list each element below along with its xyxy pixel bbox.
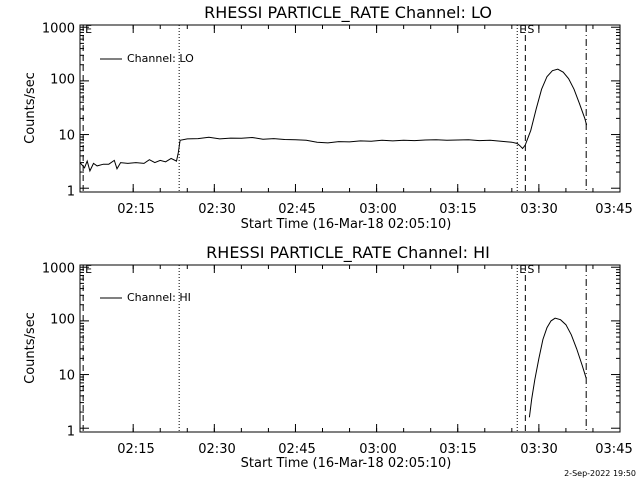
x-tick-label: 03:45 [595,442,632,457]
y-tick-label: 100 [50,73,75,88]
x-tick-label: 02:45 [278,202,315,217]
legend-label-lo: Channel: LO [127,52,194,65]
x-tick-label: 02:30 [198,442,235,457]
series-line [79,68,588,173]
y-tick-labels-hi: 1 10 100 1000 [42,262,75,440]
y-tick-label: 1 [67,425,75,440]
x-tick-label: 02:15 [117,442,154,457]
event-marker-label: S [527,23,534,36]
y-tick-label: 100 [50,313,75,328]
event-marker-label: E [519,23,526,36]
x-tick-label: 03:30 [520,442,557,457]
footer-date: 2-Sep-2022 19:50 [564,469,636,478]
x-tick-label: 03:00 [359,202,396,217]
x-tick-label: 03:15 [439,442,476,457]
event-marker-label: E [519,263,526,276]
series-line [528,317,587,418]
x-tick-label: 03:30 [520,202,557,217]
x-tick-label: 02:45 [278,442,315,457]
y-axis-label-lo: Counts/sec [23,72,38,144]
x-tick-label: 03:45 [595,202,632,217]
y-tick-label: 1 [67,185,75,200]
series-lo [79,68,588,173]
x-axis-label-lo: Start Time (16-Mar-18 02:05:10) [241,217,452,232]
x-tick-labels-lo: 02:15 02:30 02:45 03:00 03:15 03:30 03:4… [117,202,632,217]
chart-title-hi: RHESSI PARTICLE_RATE Channel: HI [206,243,490,263]
x-tick-label: 02:15 [117,202,154,217]
axis-ticks-hi [80,265,621,432]
plot-frame-lo [79,24,621,193]
x-tick-label: 03:00 [359,442,396,457]
y-tick-label: 1000 [42,22,75,37]
y-tick-labels-lo: 1 10 100 1000 [42,22,75,200]
y-tick-label: 10 [58,369,75,384]
chart-title-lo: RHESSI PARTICLE_RATE Channel: LO [204,3,492,23]
y-axis-label-hi: Counts/sec [23,312,38,384]
event-marker-label: E [85,23,92,36]
legend-label-hi: Channel: HI [127,291,191,304]
y-tick-label: 10 [58,129,75,144]
x-tick-label: 02:30 [198,202,235,217]
x-tick-labels-hi: 02:15 02:30 02:45 03:00 03:15 03:30 03:4… [117,442,632,457]
legend-lo: Channel: LO [100,52,194,65]
axis-ticks-lo [80,25,621,192]
x-tick-label: 03:15 [439,202,476,217]
legend-hi: Channel: HI [100,291,191,304]
series-hi [528,317,587,418]
event-marker-label: S [527,263,534,276]
event-marker-label: E [85,263,92,276]
x-axis-label-hi: Start Time (16-Mar-18 02:05:10) [241,456,452,471]
y-tick-label: 1000 [42,262,75,277]
